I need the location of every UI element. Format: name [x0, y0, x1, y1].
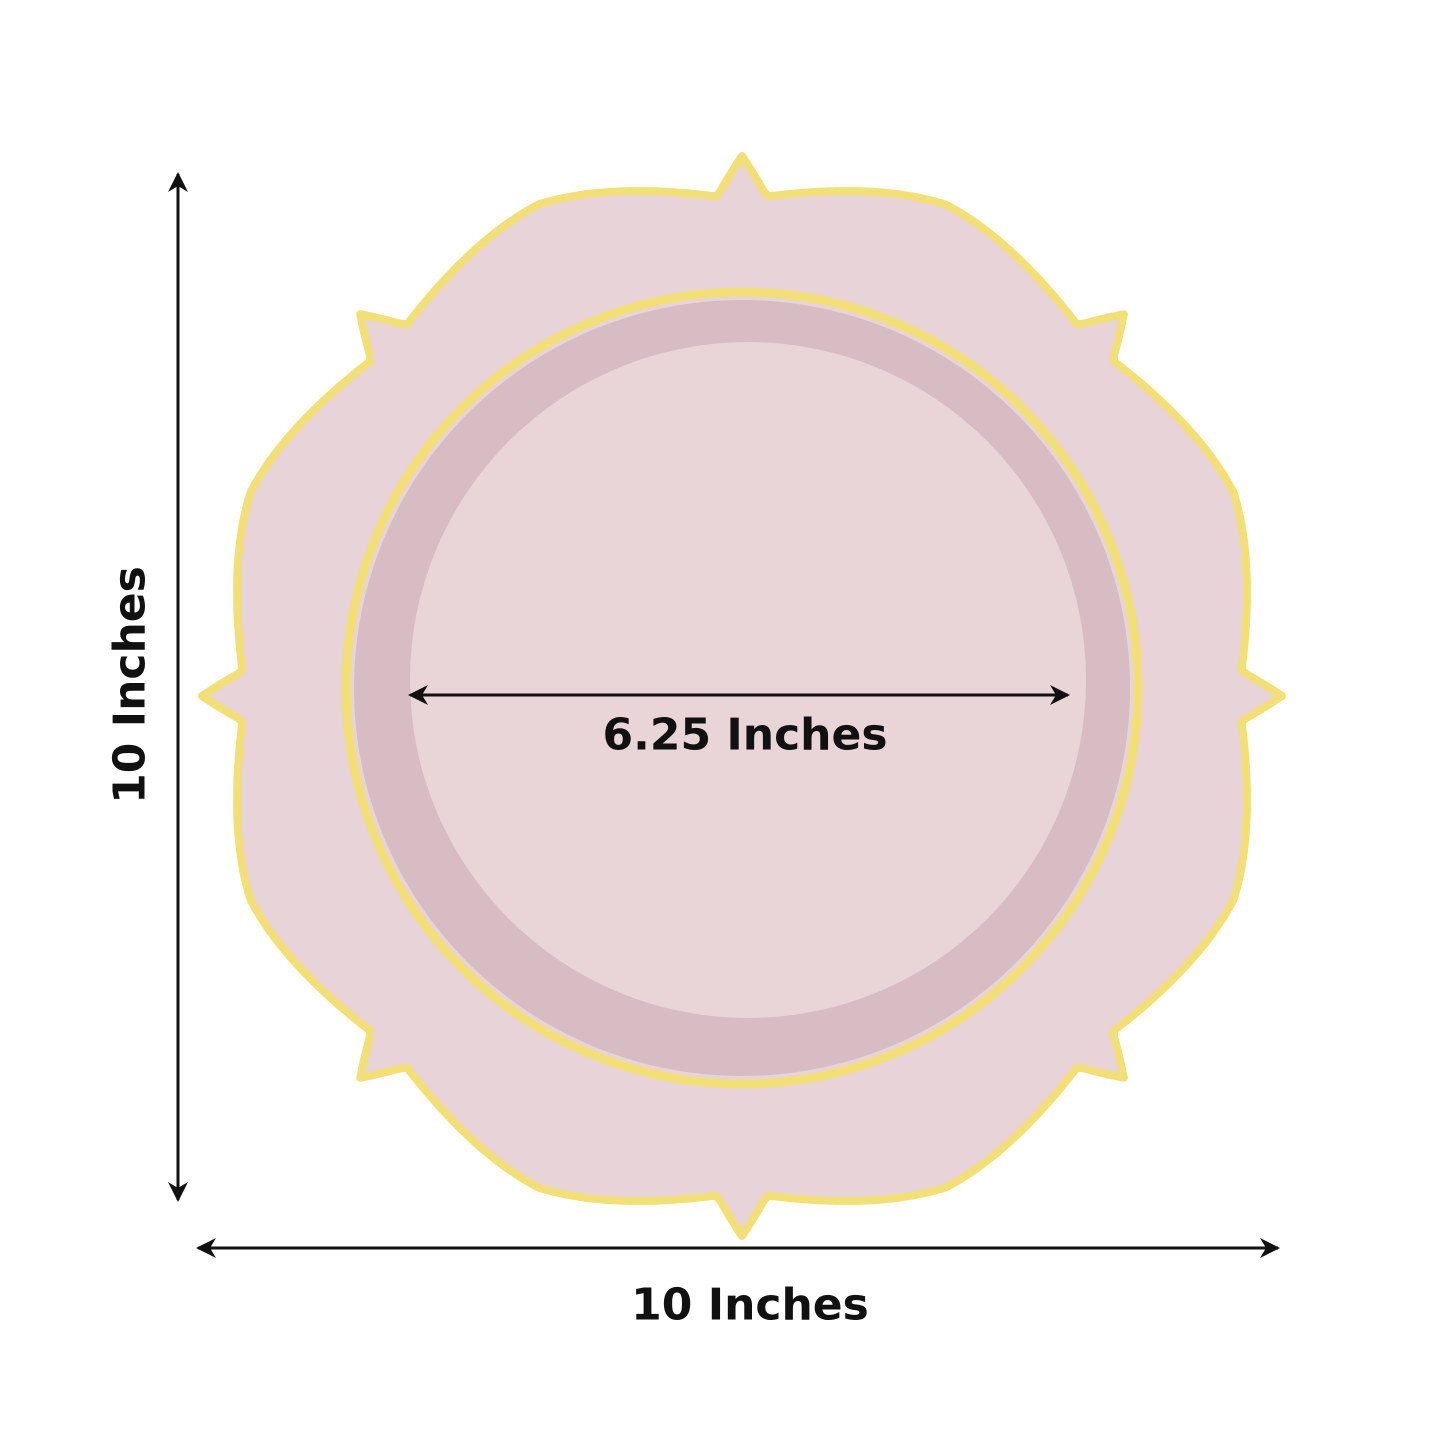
inner-diameter-label: 6.25 Inches [602, 709, 888, 761]
plate-center [410, 342, 1086, 1018]
height-label: 10 Inches [104, 566, 156, 804]
plate-inner-trim [341, 287, 1143, 1089]
width-label: 10 Inches [631, 1279, 869, 1331]
